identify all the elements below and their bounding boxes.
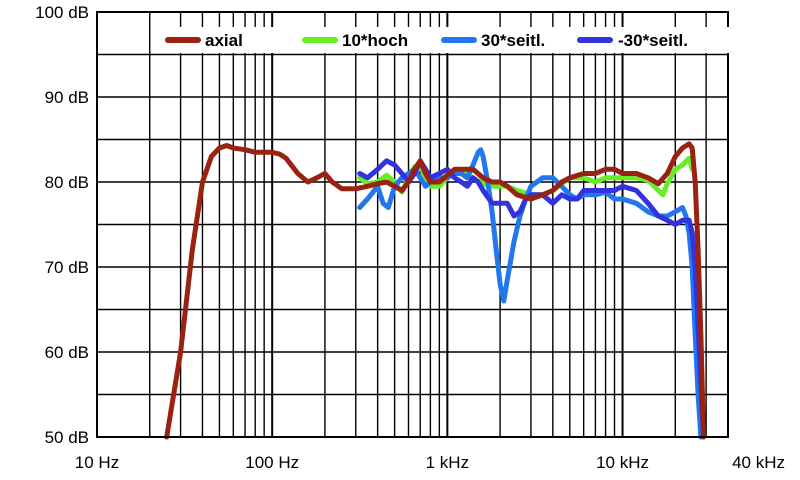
x-tick-label: 10 Hz xyxy=(75,453,119,472)
y-tick-label: 80 dB xyxy=(45,173,89,192)
y-tick-label: 50 dB xyxy=(45,428,89,447)
legend-label: 30*seitl. xyxy=(481,31,545,50)
y-tick-label: 60 dB xyxy=(45,343,89,362)
y-tick-label: 70 dB xyxy=(45,258,89,277)
x-tick-label: 1 kHz xyxy=(426,453,469,472)
grid xyxy=(97,12,728,437)
legend-label: axial xyxy=(205,31,243,50)
legend-label: -30*seitl. xyxy=(618,31,688,50)
y-tick-label: 100 dB xyxy=(35,3,89,22)
legend-label: 10*hoch xyxy=(342,31,408,50)
y-tick-label: 90 dB xyxy=(45,88,89,107)
series-layer xyxy=(164,141,706,440)
series-line-axial xyxy=(164,141,706,440)
legend: axial 10*hoch 30*seitl. -30*seitl. xyxy=(164,27,745,53)
x-tick-label: 40 kHz xyxy=(732,453,785,472)
tick-labels: 50 dB 60 dB 70 dB 80 dB 90 dB 100 dB 10 Hz 100 … xyxy=(35,3,785,472)
x-tick-label: 100 Hz xyxy=(245,453,299,472)
x-tick-label: 10 kHz xyxy=(596,453,649,472)
plot-frame xyxy=(96,11,729,438)
